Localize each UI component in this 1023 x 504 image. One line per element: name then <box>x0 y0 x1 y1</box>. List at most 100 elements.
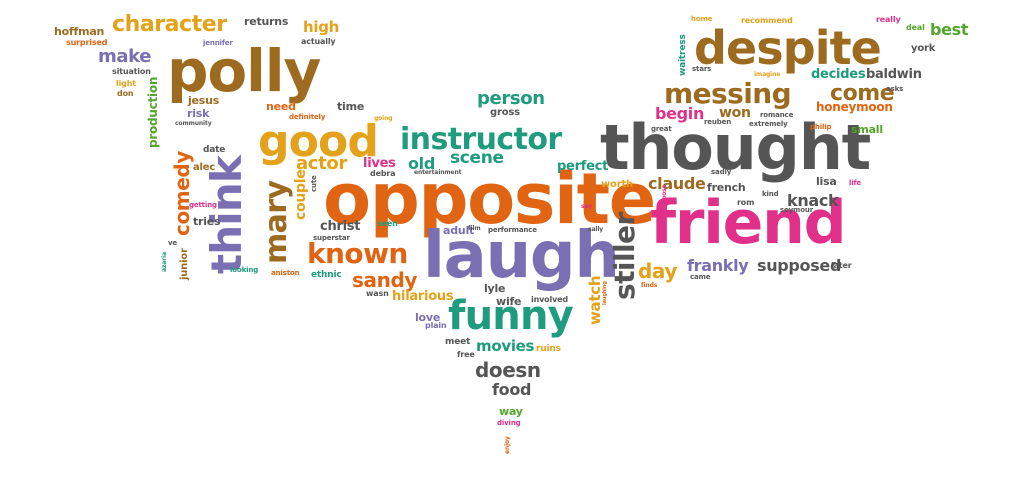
word-character: character <box>112 12 227 37</box>
word-wife: wife <box>496 295 522 308</box>
word-doesn: doesn <box>475 358 541 382</box>
word-watch: watch <box>586 275 604 325</box>
word-time: time <box>337 100 365 113</box>
word-seen: seen <box>377 219 398 228</box>
word-looking: looking <box>230 266 259 274</box>
word-surprised: surprised <box>66 38 108 47</box>
word-won: won <box>719 105 751 121</box>
word-imagine: imagine <box>754 71 781 78</box>
word-enjoy: enjoy <box>504 436 511 454</box>
word-returns: returns <box>244 15 289 28</box>
word-honeymoon: honeymoon <box>816 100 893 114</box>
word-knack: knack <box>787 191 839 210</box>
word-day: day <box>638 259 678 283</box>
word-philip: philip <box>810 123 832 131</box>
word-great: great <box>651 125 672 133</box>
word-best: best <box>930 20 969 39</box>
word-superstar: superstar <box>313 234 350 242</box>
word-came: came <box>690 273 711 281</box>
word-seymour: seymour <box>780 206 814 214</box>
word-reuben: reuben <box>704 118 732 126</box>
word-junior: junior <box>179 248 190 280</box>
word-life: life <box>849 179 862 187</box>
word-decides: decides <box>811 67 866 82</box>
word-lyle: lyle <box>484 282 506 295</box>
word-hilarious: hilarious <box>392 289 454 304</box>
word-perfect: perfect <box>557 159 609 174</box>
word-come: come <box>830 81 895 106</box>
word-old: old <box>408 154 435 173</box>
word-known: known <box>307 237 408 270</box>
word-waitress: waitress <box>678 34 688 76</box>
word-good: good <box>258 116 379 167</box>
word-food: food <box>492 380 532 399</box>
word-high: high <box>303 18 340 36</box>
word-love: love <box>415 311 441 324</box>
word-ve: ve <box>168 239 178 247</box>
word-date: date <box>203 145 226 155</box>
word-deal: deal <box>906 23 925 32</box>
word-jennifer: jennifer <box>203 39 233 47</box>
word-messing: messing <box>664 77 792 110</box>
word-comedy: comedy <box>170 151 194 236</box>
word-couple: couple <box>293 169 309 220</box>
word-supposed: supposed <box>757 256 842 275</box>
word-don: don <box>117 89 134 98</box>
word-asks: asks <box>886 85 904 93</box>
word-rom: rom <box>737 198 755 207</box>
word-polly: polly <box>167 37 321 105</box>
word-meet: meet <box>445 337 471 347</box>
word-hoffman: hoffman <box>54 25 105 38</box>
word-instructor: instructor <box>400 122 562 157</box>
word-plain: plain <box>425 321 447 330</box>
word-involved: involved <box>531 295 568 304</box>
word-adult: adult <box>443 224 475 237</box>
word-entertainment: entertainment <box>414 169 462 176</box>
word-cute: cute <box>310 175 318 192</box>
word-definitely: definitely <box>289 113 326 121</box>
word-actually: actually <box>301 37 336 46</box>
word-movies: movies <box>476 337 535 355</box>
word-make: make <box>98 46 152 67</box>
word-finds: finds <box>641 282 658 289</box>
word-sadly: sadly <box>711 168 732 176</box>
word-begin: begin <box>655 104 705 123</box>
word-despite: despite <box>694 21 882 75</box>
word-funny: funny <box>448 293 574 339</box>
word-recommend: recommend <box>741 16 793 25</box>
word-boss: boss <box>661 184 668 200</box>
word-baldwin: baldwin <box>866 67 922 82</box>
word-film: film <box>468 225 481 232</box>
word-sandy: sandy <box>352 268 417 292</box>
word-claude: claude <box>648 174 706 193</box>
word-friend: friend <box>650 188 847 258</box>
word-lisa: lisa <box>816 175 837 188</box>
word-romance: romance <box>760 111 794 119</box>
word-going: going <box>374 115 393 122</box>
word-lives: lives <box>363 156 396 171</box>
word-home: home <box>691 15 713 23</box>
word-stiller: stiller <box>608 212 641 300</box>
word-later: later <box>831 261 852 270</box>
word-jesus: jesus <box>188 94 220 107</box>
word-extremely: extremely <box>749 120 788 128</box>
word-diving: diving <box>497 419 521 427</box>
word-need: need <box>266 100 296 113</box>
word-worth: worth <box>601 179 633 190</box>
word-azaria: azaria <box>161 252 168 272</box>
word-thought: thought <box>600 111 871 184</box>
word-aniston: aniston <box>271 269 300 277</box>
word-frankly: frankly <box>687 256 749 275</box>
word-debra: debra <box>370 169 396 178</box>
word-wasn: wasn <box>366 289 389 298</box>
word-ruins: ruins <box>536 344 561 354</box>
word-person: person <box>477 88 545 109</box>
word-alec: alec <box>193 162 216 173</box>
word-getting: getting <box>189 201 217 209</box>
word-sally: sally <box>588 226 604 233</box>
word-kind: kind <box>762 190 779 198</box>
word-ethnic: ethnic <box>311 270 342 280</box>
word-actor: actor <box>296 153 347 174</box>
word-way: way <box>499 405 523 418</box>
